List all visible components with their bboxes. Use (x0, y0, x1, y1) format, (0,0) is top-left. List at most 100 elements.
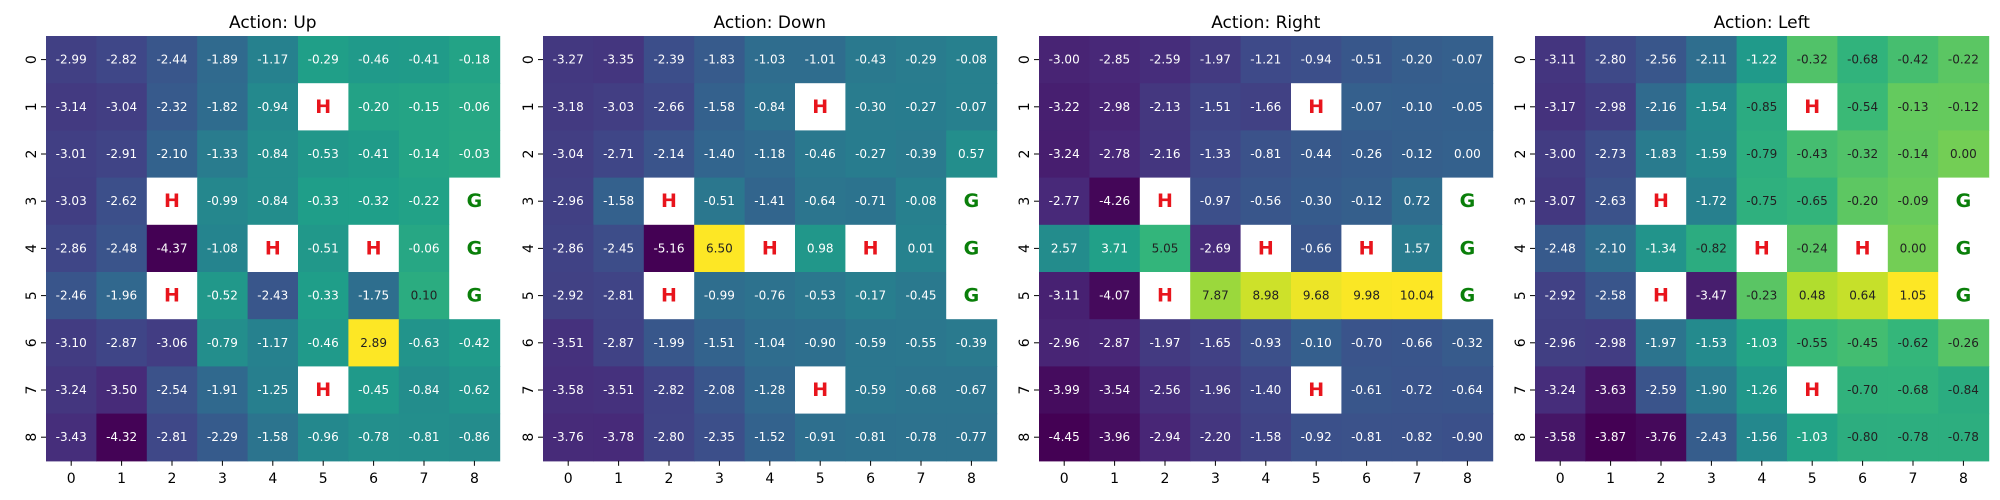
cell-label: -0.33 (308, 194, 339, 208)
cell-label: -2.69 (1200, 241, 1231, 255)
heatmap-cell (895, 319, 947, 367)
heatmap-cell (795, 224, 846, 273)
cell-label: G (964, 285, 980, 307)
heatmap-cell (1887, 224, 1939, 273)
heatmap-cell (1291, 36, 1342, 84)
cell-label: -0.17 (855, 289, 886, 303)
cell-label: -1.03 (1746, 336, 1777, 350)
x-tick-label: 7 (420, 471, 429, 487)
heatmap-cell (1535, 272, 1586, 320)
heatmap-panel: Action: Left -3.11 -2.80 -2.56 -2.11 -1.22 -0.… (1513, 13, 1990, 487)
heatmap-cell (1585, 130, 1637, 179)
x-tick-label: 2 (665, 471, 674, 487)
cell-label: -0.59 (855, 336, 886, 350)
heatmap-cell (1887, 36, 1939, 84)
cell-label: -1.56 (1746, 430, 1777, 444)
cell-label: -0.81 (1351, 430, 1382, 444)
heatmap-cell (348, 413, 400, 462)
heatmap-cell (1190, 413, 1242, 462)
cell-label: -0.10 (1301, 336, 1332, 350)
cell-label: -1.34 (1645, 241, 1676, 255)
heatmap-cell (744, 272, 796, 320)
heatmap-cell (46, 272, 97, 320)
heatmap-cell (895, 130, 947, 179)
cell-label: -0.84 (257, 194, 288, 208)
heatmap-cell (1240, 319, 1292, 367)
heatmap-cell (795, 36, 846, 84)
y-tick-label: 5 (1513, 291, 1529, 300)
heatmap-cell (197, 36, 249, 84)
heatmap-cell (1736, 272, 1788, 320)
cell-label: -0.14 (1897, 147, 1928, 161)
cell-label: -0.22 (1948, 53, 1979, 67)
heatmap-cell (348, 83, 400, 131)
cell-label: -0.56 (1250, 194, 1281, 208)
heatmap-cell (1341, 413, 1393, 462)
heatmap-cell (1291, 413, 1342, 462)
heatmap-cell (247, 177, 299, 226)
cell-label: 1.05 (1900, 289, 1927, 303)
cell-label: -0.75 (1746, 194, 1777, 208)
cell-label: -3.58 (1545, 430, 1576, 444)
cell-label: -3.06 (156, 336, 187, 350)
cell-label: -0.43 (855, 53, 886, 67)
cell-label: H (661, 285, 677, 307)
cell-label: -2.10 (156, 147, 187, 161)
heatmap-cell (946, 319, 998, 367)
cell-label: -0.33 (308, 289, 339, 303)
cell-label: -0.42 (459, 336, 490, 350)
cell-label: -0.30 (855, 100, 886, 114)
heatmap-cell (1635, 83, 1687, 131)
heatmap-cell (449, 36, 501, 84)
x-tick-label: 6 (1362, 471, 1371, 487)
cell-label: -3.22 (1049, 100, 1080, 114)
cell-label: 0.48 (1799, 289, 1826, 303)
hole-cell (348, 224, 400, 273)
cell-label: -0.94 (1301, 53, 1332, 67)
cell-label: -2.85 (1099, 53, 1130, 67)
y-tick-label: 7 (521, 386, 537, 395)
cell-label: -2.48 (1545, 241, 1576, 255)
heatmap-cell (398, 130, 450, 179)
cell-label: -0.59 (855, 383, 886, 397)
heatmap-cell (46, 319, 97, 367)
x-tick-label: 4 (1261, 471, 1270, 487)
heatmap-cell (1787, 224, 1838, 273)
x-tick-label: 2 (1161, 471, 1170, 487)
hole-cell (1736, 224, 1788, 273)
y-tick-label: 7 (1513, 386, 1529, 395)
heatmap-cell (398, 177, 450, 226)
cell-label: -2.96 (1545, 336, 1576, 350)
cell-label: -1.22 (1746, 53, 1777, 67)
heatmap-cell (1535, 177, 1586, 226)
heatmap-cell (895, 366, 947, 415)
cell-label: 0.64 (1849, 289, 1876, 303)
x-tick-label: 5 (319, 471, 328, 487)
heatmap-cell (1938, 366, 1990, 415)
heatmap-cell (543, 413, 594, 462)
cell-label: -1.04 (754, 336, 785, 350)
heatmap-cell (449, 413, 501, 462)
x-tick-label: 7 (1909, 471, 1918, 487)
cell-label: 9.68 (1303, 289, 1330, 303)
heatmap-cell (197, 272, 249, 320)
heatmap-cell (146, 83, 198, 131)
cell-label: -0.81 (408, 430, 439, 444)
x-tick-label: 0 (564, 471, 573, 487)
cell-label: -3.96 (1099, 430, 1130, 444)
y-tick-label: 6 (24, 338, 40, 347)
cell-label: H (1653, 285, 1669, 307)
heatmap-cell (1190, 36, 1242, 84)
hole-cell (1787, 366, 1838, 415)
x-tick-label: 1 (1606, 471, 1615, 487)
x-tick-label: 6 (1858, 471, 1867, 487)
cell-label: -0.44 (1301, 147, 1332, 161)
cell-label: -0.90 (805, 336, 836, 350)
x-tick-label: 0 (1556, 471, 1565, 487)
cell-label: 0.00 (1950, 147, 1977, 161)
cell-label: H (1804, 96, 1820, 118)
heatmap-cell (1535, 413, 1586, 462)
heatmap-cell (197, 224, 249, 273)
heatmap-cell (1391, 83, 1443, 131)
heatmap-cell (1787, 319, 1838, 367)
